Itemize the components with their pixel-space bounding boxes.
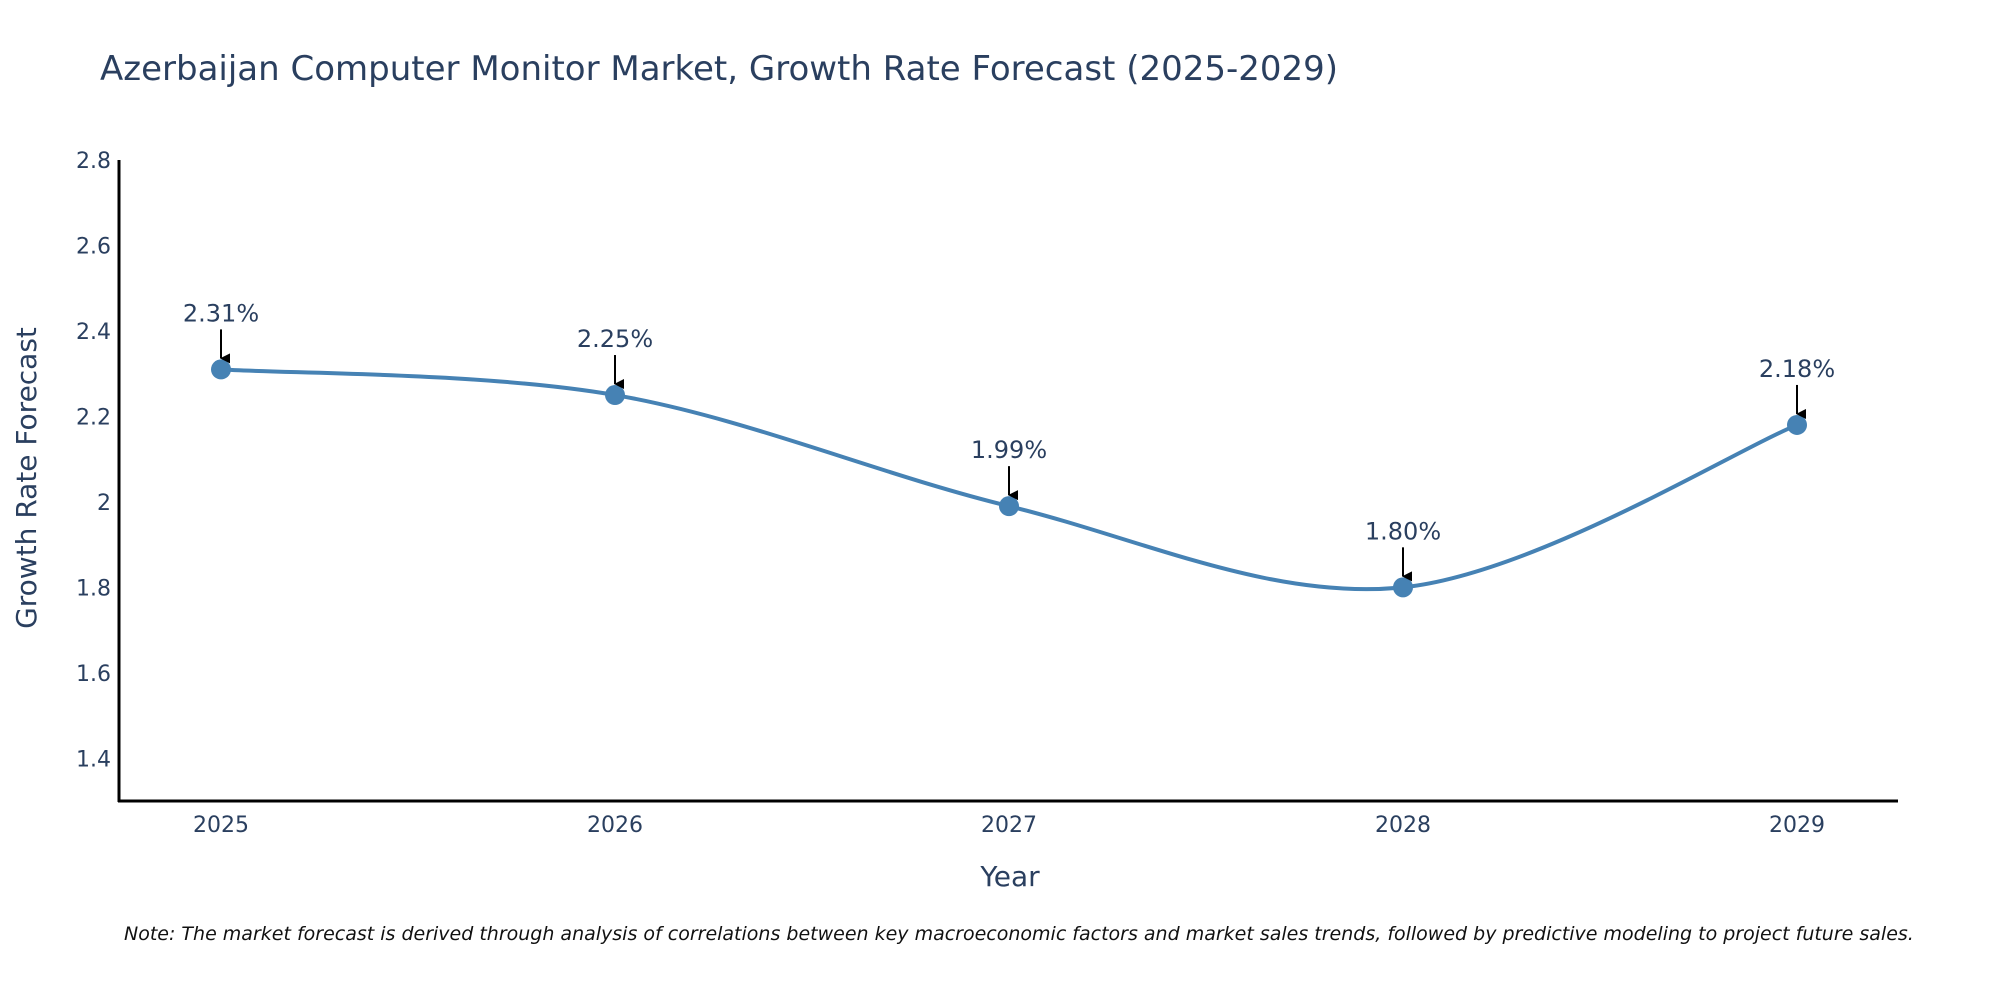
data-label: 1.80% bbox=[1365, 517, 1441, 545]
data-point bbox=[999, 496, 1019, 517]
footnote: Note: The market forecast is derived thr… bbox=[124, 923, 1914, 945]
y-tick-label: 1.4 bbox=[76, 747, 111, 772]
data-point bbox=[605, 385, 625, 406]
data-label: 2.31% bbox=[183, 299, 259, 327]
y-tick-label: 2.2 bbox=[76, 405, 111, 430]
data-label: 1.99% bbox=[971, 436, 1047, 464]
y-tick-label: 1.6 bbox=[76, 662, 111, 687]
y-tick-label: 2 bbox=[97, 491, 111, 516]
y-tick-label: 2.4 bbox=[76, 320, 111, 345]
x-axis-ticks: 2025 2026 2027 2028 2029 bbox=[193, 813, 1825, 838]
data-annotations: 2.31% 2.25% 1.99% 1.80% 2.18% bbox=[183, 299, 1835, 582]
x-tick-label: 2028 bbox=[1375, 813, 1431, 838]
x-tick-label: 2025 bbox=[193, 813, 249, 838]
data-label: 2.25% bbox=[577, 325, 653, 353]
y-tick-label: 2.8 bbox=[76, 149, 111, 174]
chart-title: Azerbaijan Computer Monitor Market, Grow… bbox=[100, 49, 1338, 89]
data-label: 2.18% bbox=[1759, 355, 1835, 383]
data-point bbox=[1393, 577, 1413, 598]
data-point bbox=[1787, 414, 1807, 435]
y-axis-title: Growth Rate Forecast bbox=[10, 327, 43, 629]
y-tick-label: 2.6 bbox=[76, 234, 111, 259]
x-tick-label: 2026 bbox=[587, 813, 643, 838]
data-points bbox=[211, 359, 1807, 598]
y-tick-label: 1.8 bbox=[76, 576, 111, 601]
x-axis-title: Year bbox=[979, 860, 1040, 893]
y-axis-ticks: 1.4 1.6 1.8 2 2.2 2.4 2.6 2.8 bbox=[76, 149, 111, 772]
x-tick-label: 2029 bbox=[1769, 813, 1825, 838]
data-point bbox=[211, 359, 231, 380]
x-tick-label: 2027 bbox=[981, 813, 1037, 838]
